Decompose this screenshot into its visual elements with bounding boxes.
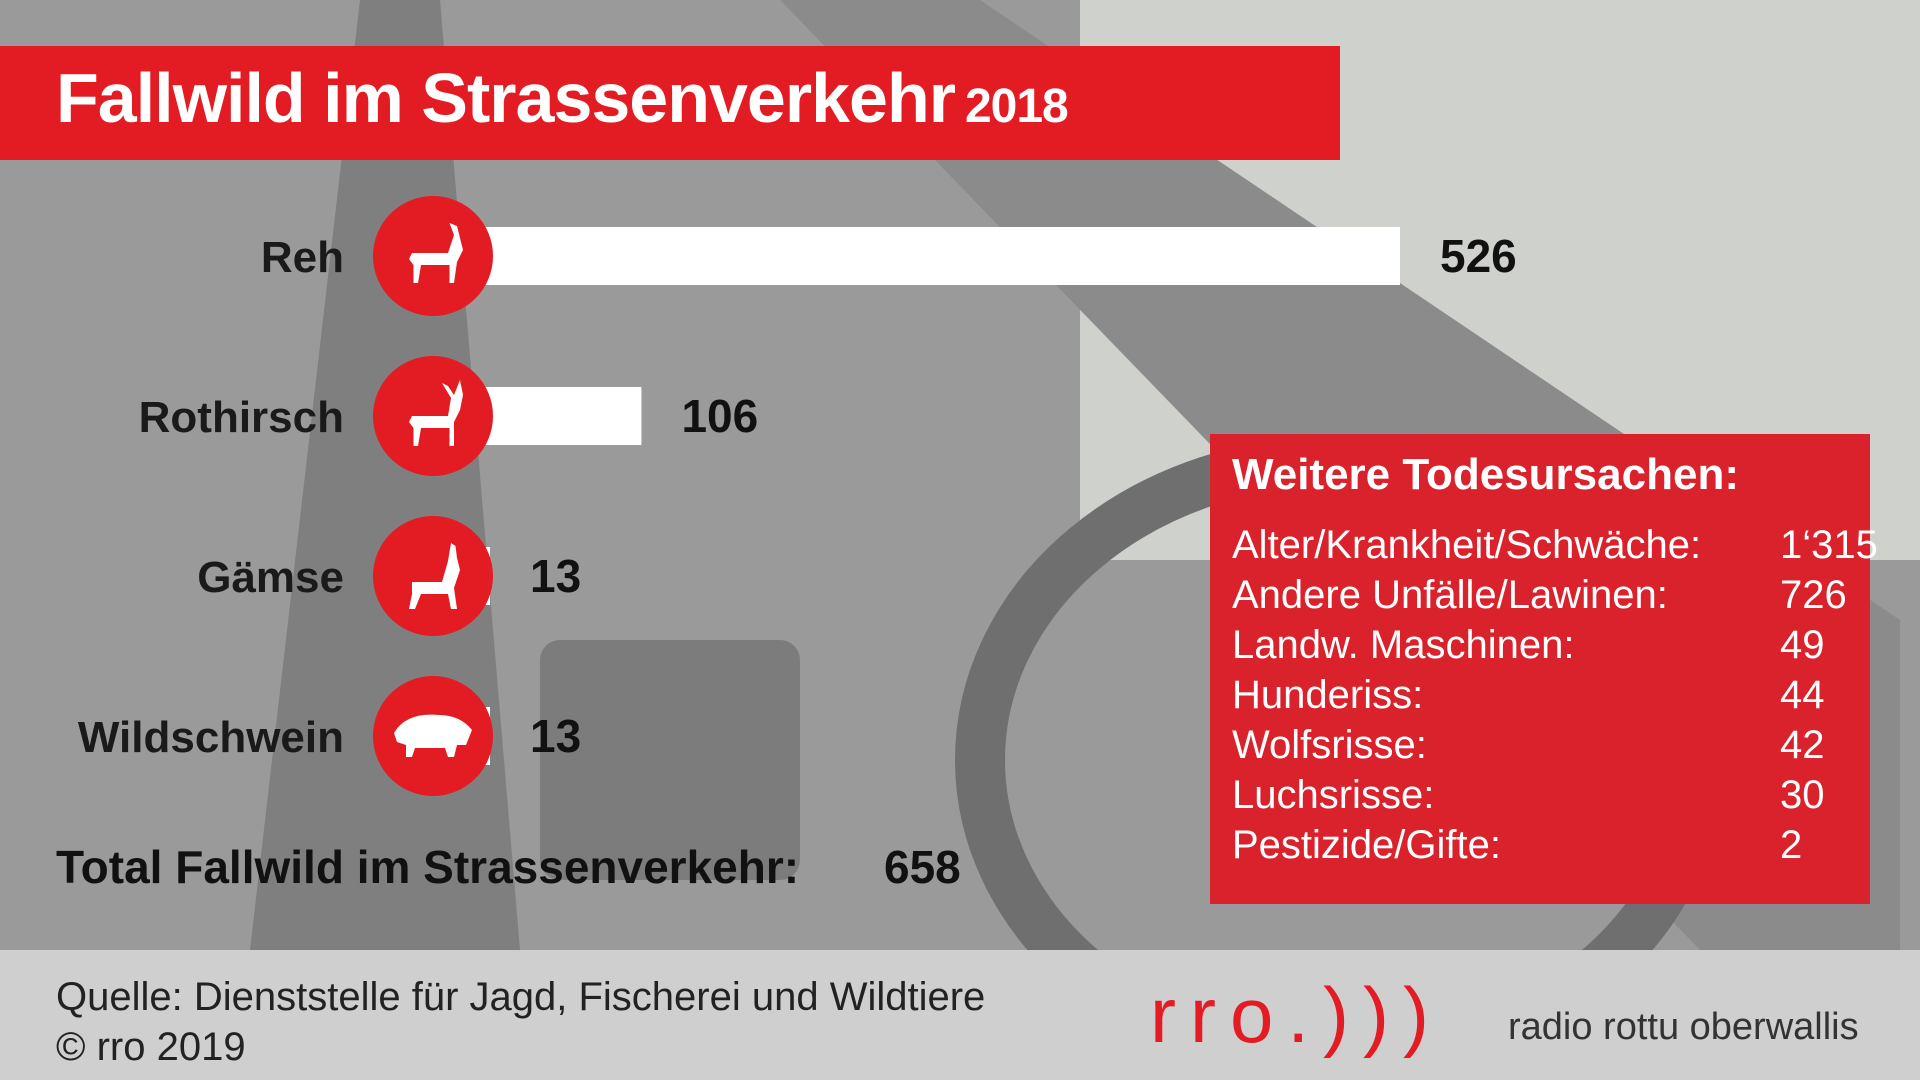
- source-block: Quelle: Dienststelle für Jagd, Fischerei…: [56, 972, 985, 1072]
- value-label: 13: [530, 550, 581, 602]
- value-label: 106: [681, 390, 758, 442]
- cause-label: Alter/Krankheit/Schwäche:: [1232, 523, 1702, 567]
- title-year: 2018: [964, 80, 1069, 133]
- bar-icon-circle: [373, 516, 493, 636]
- cause-label: Hunderiss:: [1232, 673, 1424, 717]
- cause-label: Wolfsrisse:: [1232, 723, 1427, 767]
- logo-tagline: radio rottu oberwallis: [1508, 1006, 1859, 1048]
- cause-row: Wolfsrisse: 42: [1232, 720, 1862, 770]
- page-title: Fallwild im Strassenverkehr 2018: [56, 58, 1069, 138]
- copyright-text: © rro 2019: [56, 1025, 246, 1069]
- category-label: Reh: [261, 233, 344, 282]
- red-deer-icon: [409, 380, 463, 446]
- chamois-icon: [409, 543, 460, 609]
- value-label: 13: [530, 710, 581, 762]
- rro-logo: rro.))): [1150, 971, 1443, 1059]
- roe-deer-icon: [409, 223, 463, 283]
- value-label: 526: [1440, 230, 1517, 282]
- cause-value: 42: [1780, 723, 1825, 767]
- cause-row: Andere Unfälle/Lawinen: 726: [1232, 570, 1862, 620]
- source-text: Quelle: Dienststelle für Jagd, Fischerei…: [56, 975, 986, 1019]
- other-causes-panel: Weitere Todesursachen: Alter/Krankheit/S…: [1210, 434, 1878, 904]
- total-label: Total Fallwild im Strassenverkehr:: [56, 841, 800, 893]
- category-label: Wildschwein: [78, 713, 344, 762]
- title-text: Fallwild im Strassenverkehr: [56, 59, 956, 137]
- cause-row: Landw. Maschinen: 49: [1232, 620, 1862, 670]
- cause-value: 1‘315: [1780, 523, 1878, 567]
- cause-value: 44: [1780, 673, 1825, 717]
- total-value: 658: [884, 841, 961, 893]
- other-causes-title: Weitere Todesursachen:: [1232, 450, 1739, 499]
- category-label: Rothirsch: [139, 393, 344, 442]
- cause-row: Luchsrisse: 30: [1232, 770, 1862, 820]
- footer: Quelle: Dienststelle für Jagd, Fischerei…: [0, 950, 1920, 1080]
- total-row: Total Fallwild im Strassenverkehr: 658: [56, 840, 961, 894]
- cause-value: 49: [1780, 623, 1825, 667]
- cause-value: 30: [1780, 773, 1825, 817]
- wild-boar-icon: [394, 714, 472, 757]
- other-causes-list: Alter/Krankheit/Schwäche: 1‘315 Andere Un…: [1232, 520, 1878, 870]
- bar-0: [450, 227, 1400, 285]
- category-label: Gämse: [197, 553, 344, 602]
- cause-label: Andere Unfälle/Lawinen:: [1232, 573, 1668, 617]
- cause-row: Hunderiss: 44: [1232, 670, 1862, 720]
- cause-label: Pestizide/Gifte:: [1232, 823, 1502, 867]
- cause-label: Luchsrisse:: [1232, 773, 1435, 817]
- cause-value: 2: [1780, 823, 1803, 867]
- cause-row: Alter/Krankheit/Schwäche: 1‘315: [1232, 520, 1878, 570]
- cause-value: 726: [1780, 573, 1847, 617]
- title-band: [0, 46, 1340, 160]
- cause-label: Landw. Maschinen:: [1232, 623, 1575, 667]
- cause-row: Pestizide/Gifte: 2: [1232, 820, 1862, 870]
- bar-chart: Reh 526 Rothirsch 106 Gämse 13 Wildschwein 13: [78, 196, 1517, 796]
